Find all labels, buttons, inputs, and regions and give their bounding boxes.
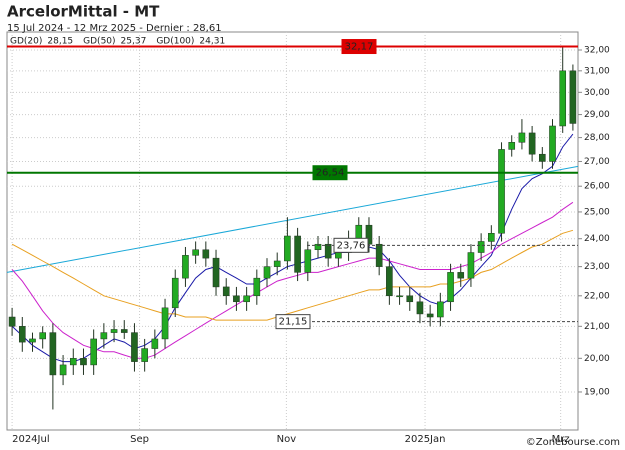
y-tick-label: 22,00 <box>584 291 610 301</box>
candle-body <box>396 295 403 298</box>
candle-body <box>335 252 342 259</box>
candle-body <box>406 295 414 303</box>
candle-body <box>222 286 230 297</box>
candle-body <box>120 329 128 333</box>
moving-average <box>11 201 574 359</box>
level-label-box <box>312 165 348 181</box>
candle-body <box>29 338 36 343</box>
level-label: 23,76 <box>337 240 366 251</box>
legend-name: GD(50) <box>83 37 115 47</box>
candle-body <box>477 241 485 253</box>
moving-average <box>11 133 574 363</box>
x-tick-label: 2025Jan <box>405 434 446 445</box>
x-tick-label: Mrz <box>552 434 570 445</box>
candle-body <box>467 252 475 279</box>
legend-name: GD(20) <box>10 37 42 47</box>
candle-body <box>437 301 444 318</box>
y-tick-label: 27,00 <box>584 157 610 167</box>
candle-body <box>365 224 373 245</box>
moving-average <box>11 229 574 321</box>
candle-body <box>8 316 16 327</box>
candle-body <box>18 326 26 343</box>
candle-body <box>559 70 567 127</box>
candle-body <box>192 249 199 256</box>
chart-title: ArcelorMittal - MT <box>7 3 160 21</box>
legend-name: GD(100) <box>156 37 194 47</box>
candle-body <box>518 132 526 143</box>
candle-body <box>171 277 179 309</box>
candle-body <box>90 338 97 366</box>
candle-body <box>386 266 393 297</box>
candle-body <box>324 243 332 259</box>
y-tick-label: 26,00 <box>584 182 610 192</box>
candle-body <box>375 243 383 267</box>
candle-body <box>131 332 138 362</box>
level-label: 32,17 <box>345 42 374 53</box>
candle-body <box>212 257 220 288</box>
candle-body <box>182 255 189 279</box>
candle-body <box>263 266 271 279</box>
level-label-box <box>333 237 369 253</box>
candle-body <box>233 295 240 303</box>
y-tick-label: 28,00 <box>584 133 610 143</box>
candle-body <box>447 272 454 303</box>
y-tick-label: 31,00 <box>584 66 610 76</box>
candle-body <box>100 332 108 340</box>
y-tick-label: 29,00 <box>584 110 610 120</box>
y-tick-label: 24,00 <box>584 234 610 244</box>
candle-body <box>202 249 210 259</box>
candle-body <box>284 235 291 262</box>
candle-body <box>304 249 312 273</box>
legend-value: 28,15 <box>47 37 73 47</box>
candle-body <box>314 243 322 250</box>
candle-body <box>498 149 505 234</box>
candle-body <box>426 313 434 318</box>
y-tick-label: 21,00 <box>584 322 610 332</box>
level-label-box <box>275 314 311 330</box>
candle-body <box>161 307 169 340</box>
y-tick-label: 20,00 <box>584 354 610 364</box>
chart-subtitle: 15 Jul 2024 - 12 Mrz 2025 - Dernier : 28… <box>7 23 222 34</box>
x-tick-label: Nov <box>277 434 297 445</box>
candle-body <box>59 364 67 376</box>
y-tick-label: 32,00 <box>584 45 610 55</box>
candle-body <box>355 224 363 239</box>
candle-body <box>110 329 118 333</box>
level-label: 26,54 <box>316 168 345 179</box>
plot-frame <box>6 31 579 431</box>
candle-body <box>49 332 57 376</box>
candle-body <box>528 132 536 155</box>
candle-body <box>243 295 250 303</box>
candle-body <box>508 142 516 150</box>
candle-body <box>569 70 577 124</box>
candle-body <box>151 338 159 349</box>
candle-body <box>488 233 495 242</box>
y-tick-label: 30,00 <box>584 88 610 98</box>
y-tick-label: 23,00 <box>584 262 610 272</box>
candle-body <box>141 348 148 362</box>
y-tick-label: 25,00 <box>584 207 610 217</box>
legend-value: 25,37 <box>121 37 147 47</box>
candle-body <box>549 125 556 162</box>
watermark: ©Zonebourse.com <box>526 437 620 448</box>
x-tick-label: 2024Jul <box>12 434 50 445</box>
legend-value: 24,31 <box>199 37 225 47</box>
x-tick-label: Sep <box>130 434 149 445</box>
candle-body <box>294 235 301 273</box>
level-label: 21,15 <box>279 317 308 328</box>
candle-body <box>457 272 465 279</box>
candle-body <box>80 358 87 366</box>
candle-body <box>253 277 261 297</box>
y-tick-label: 19,00 <box>584 387 610 397</box>
candle-body <box>69 358 77 366</box>
candle-body <box>539 153 546 162</box>
candle-body <box>39 332 46 340</box>
level-label-box <box>341 39 377 55</box>
trendline <box>6 165 579 273</box>
candle-body <box>416 301 424 315</box>
candle-body <box>273 260 281 267</box>
